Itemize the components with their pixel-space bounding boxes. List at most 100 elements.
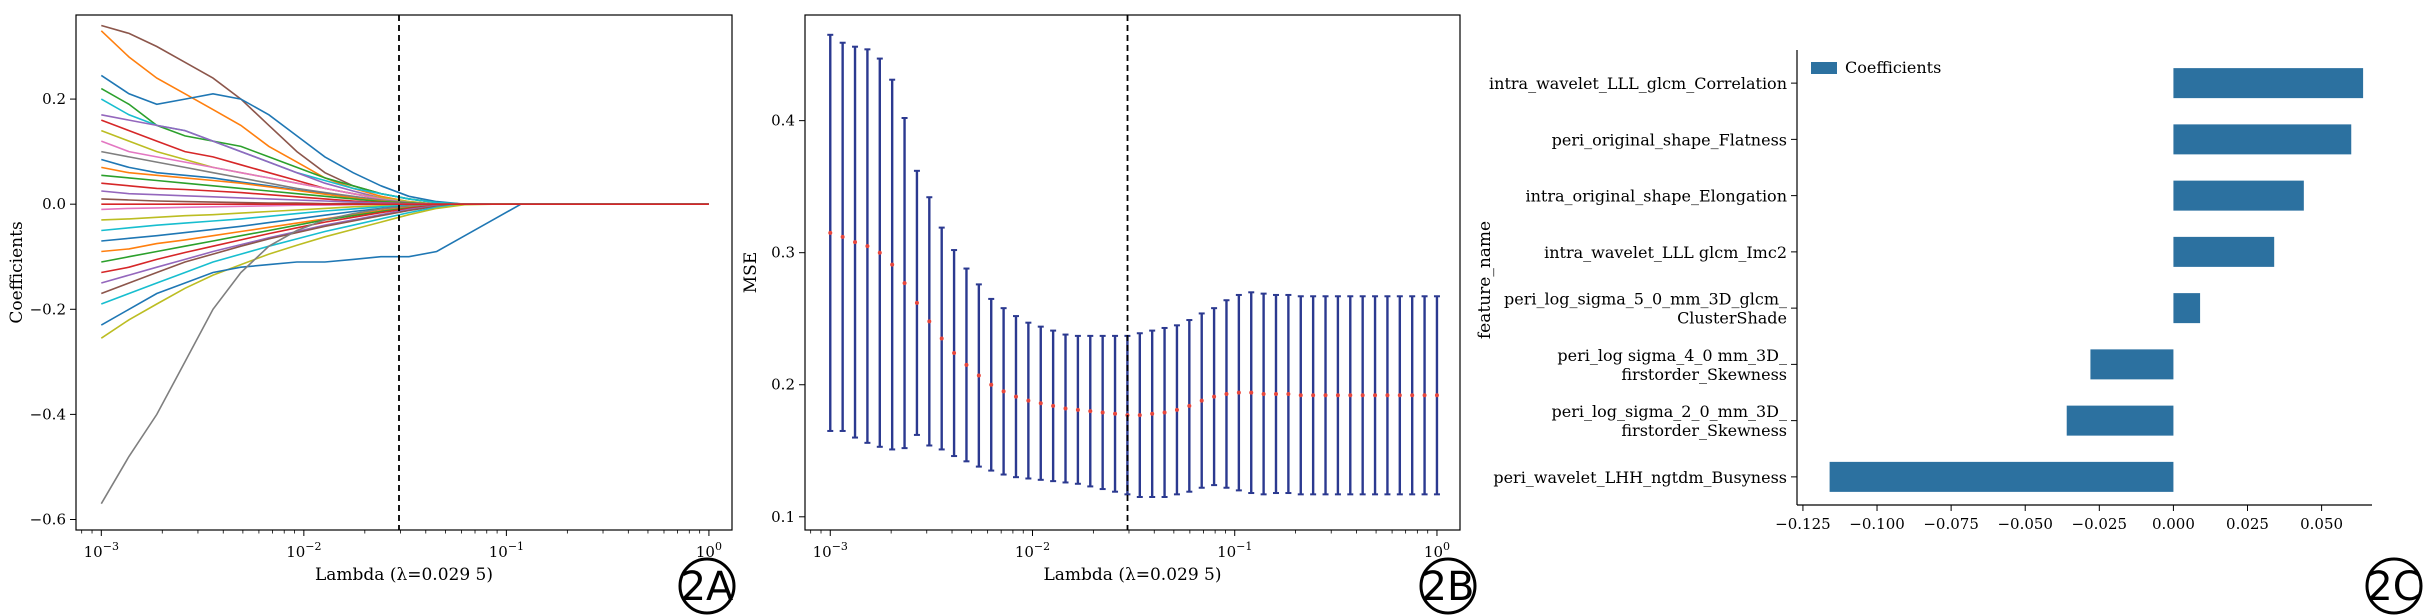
x-tick-label-0: 10−3 [84,540,119,561]
coefficient-path-7 [101,129,709,205]
errorbar-23 [1112,334,1119,493]
mse-point [1150,411,1155,416]
coefficient-bar-3 [2173,236,2275,267]
errorbar-20 [1074,334,1081,485]
mse-point [976,373,981,378]
mse-point [952,351,957,356]
errorbar-32 [1223,299,1230,489]
errorbar-28 [1173,324,1180,496]
mse-point [1187,403,1192,408]
y-tick-label-2: −0.2 [30,300,66,318]
mse-point [1174,407,1179,412]
errorbar-21 [1087,334,1094,488]
mse-point [1410,393,1415,398]
category-label-4: ClusterShade [1677,309,1787,328]
errorbar-17 [1037,325,1044,481]
errorbar-26 [1149,329,1156,498]
x-tick-label-4: −0.025 [2072,515,2128,533]
category-label-0: intra_wavelet_LLL_glcm_Correlation [1489,74,1787,93]
errorbar-38 [1297,295,1304,496]
mse-point [1385,393,1390,398]
errorbar-36 [1272,293,1279,495]
errorbar-0 [827,33,834,432]
panel-2b-mse-errorbar-chart: 10−3 10−2 10−1 100 0.1 0.2 0.3 0.4 Lambda (λ=0.0… [741,14,1461,585]
mse-point [1212,394,1217,399]
panel-2c-coefficient-bar-chart: intra_wavelet_LLL_glcm_Correlation peri_o… [1475,50,2372,533]
mse-point [939,336,944,341]
x-tick-label-3: 100 [696,540,722,561]
y-tick-label-4: 0.2 [42,90,66,108]
errorbar-7 [913,169,920,436]
x-tick-label-1: −0.100 [1849,515,1905,533]
y-tick-label-1: 0.2 [771,376,795,394]
category-label-3: intra_wavelet_LLL glcm_Imc2 [1544,243,1787,262]
x-tick-label-1: 10−2 [1015,540,1050,561]
y-tick-label-0: 0.1 [771,508,795,526]
x-tick-label-7: 0.050 [2300,515,2343,533]
y-tick-label-3: 0.0 [42,195,66,213]
category-label-4: peri_log_sigma_5_0_mm_3D_glcm_ [1504,290,1787,309]
category-label-6: firstorder_Skewness [1621,421,1787,440]
mse-point [1051,403,1056,408]
category-label-7: peri_wavelet_LHH_ngtdm_Busyness [1493,468,1787,487]
errorbar-42 [1347,295,1354,496]
coefficient-path-28 [100,203,709,505]
y-axis-label: Coefficients [7,221,27,323]
errorbar-15 [1012,315,1019,479]
mse-point [1026,398,1031,403]
errorbar-49 [1433,295,1440,496]
errorbar-9 [938,226,945,451]
y-tick-label-0: −0.6 [30,510,66,528]
mse-point [964,362,969,367]
coefficient-bar-7 [1829,461,2174,492]
x-tick-label-0: 10−3 [813,540,848,561]
errorbar-37 [1285,293,1292,495]
errorbar-46 [1396,295,1403,496]
errorbar-31 [1211,307,1218,487]
x-tick-label-2: −0.075 [1923,515,1979,533]
legend: Coefficients [1811,58,1941,77]
errorbar-44 [1372,295,1379,496]
errorbar-29 [1186,319,1193,493]
mse-point [1113,411,1118,416]
errorbar-22 [1099,334,1106,491]
errorbar-40 [1322,295,1329,496]
mse-point [989,382,994,387]
mse-point [1038,401,1043,406]
svg-text:2C: 2C [2367,564,2420,610]
category-label-2: intra_original_shape_Elongation [1525,187,1787,206]
errorbar-1 [839,41,846,432]
mse-point [1261,391,1266,396]
errorbar-3 [864,48,871,444]
coefficient-path-26 [100,203,709,339]
mse-point [1162,410,1167,415]
errorbar-4 [876,57,883,448]
coefficient-path-5 [101,114,709,205]
panel-2a-coefficient-path-chart: 10−3 10−2 10−1 100 −0.6 −0.4 −0.2 0.0 0.2 Lambda … [7,14,733,585]
coefficient-bar-2 [2173,180,2304,211]
plot-frame [804,14,1461,531]
mse-point [1013,394,1018,399]
errorbar-27 [1161,326,1168,498]
mse-point [1335,393,1340,398]
mse-point [1088,409,1093,414]
mse-point [1298,393,1303,398]
x-tick-label-3: −0.050 [1997,515,2053,533]
legend-label: Coefficients [1845,58,1941,77]
errorbar-11 [963,267,970,463]
errorbar-25 [1136,332,1143,498]
coefficient-bar-4 [2173,293,2201,324]
mse-point [1001,389,1006,394]
mse-point [1236,390,1241,395]
errorbar-2 [852,45,859,439]
mse-point [877,250,882,255]
errorbar-6 [901,117,908,450]
mse-point [1199,398,1204,403]
category-label-5: peri_log sigma_4_0 mm_3D_ [1557,346,1787,365]
panel-tag-2b: 2B [1419,557,1477,615]
x-tick-label-6: 0.025 [2226,515,2269,533]
coefficient-bar-6 [2066,405,2174,436]
panel-tag-2c: 2C [2365,557,2423,615]
coefficient-path-3 [100,87,709,205]
x-tick-label-3: 100 [1424,540,1450,561]
